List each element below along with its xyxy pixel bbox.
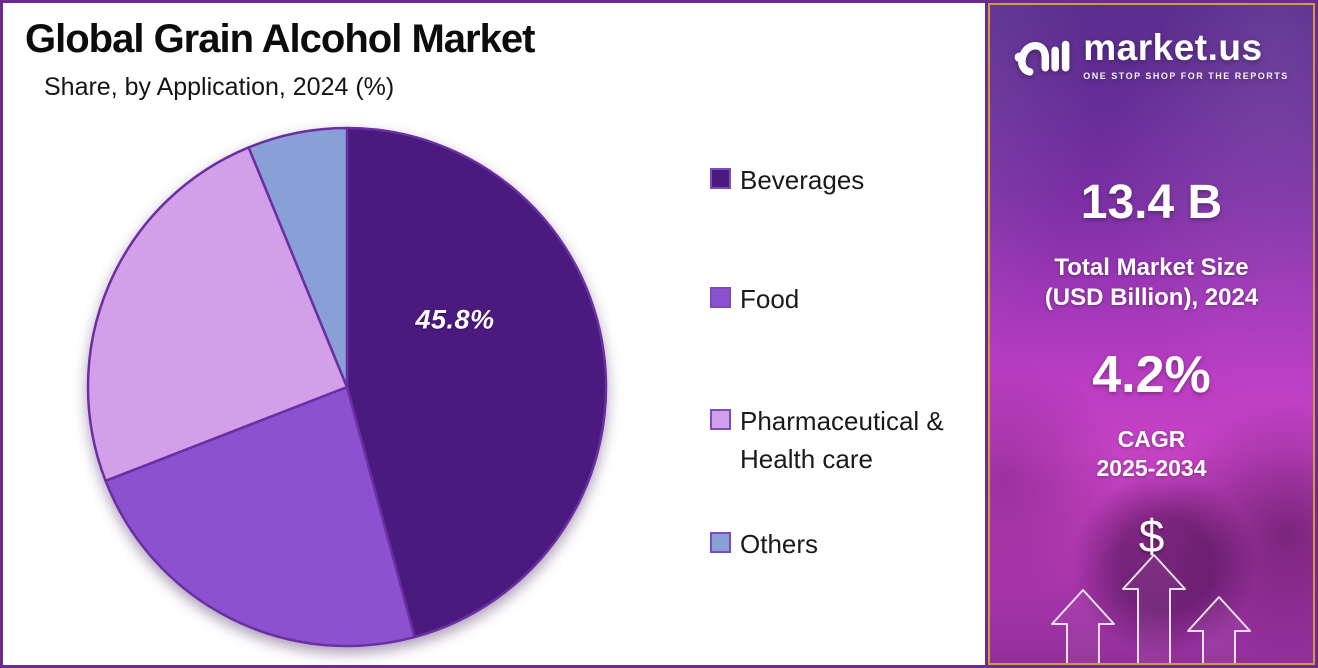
brand-name: market.us [1083, 27, 1263, 68]
legend-item-others: Others [710, 525, 818, 563]
market-size-label: Total Market Size (USD Billion), 2024 [990, 253, 1313, 313]
pie-slice-data-label: 45.8% [415, 304, 495, 335]
dollar-symbol: $ [1138, 510, 1165, 562]
marketus-logo-icon [1014, 40, 1070, 76]
pie-chart [86, 126, 608, 648]
chart-subtitle: Share, by Application, 2024 (%) [44, 73, 395, 101]
brand-tagline: ONE STOP SHOP FOR THE REPORTS [1083, 71, 1289, 81]
legend-swatch [710, 409, 731, 430]
market-size-value: 13.4 B [1080, 176, 1223, 229]
pie-slice-others [247, 126, 349, 389]
brand-text-block: market.us ONE STOP SHOP FOR THE REPORTS [1083, 29, 1289, 81]
market-size-label-line1: Total Market Size [1054, 254, 1249, 281]
legend-label: Beverages [740, 165, 865, 195]
legend-item-pharmaceutical-health-care: Pharmaceutical & Health care [710, 402, 970, 478]
brand-logo: market.us ONE STOP SHOP FOR THE REPORTS [990, 29, 1313, 81]
legend-item-beverages: Beverages [710, 161, 864, 199]
market-size-label-line2: (USD Billion), 2024 [1044, 284, 1259, 311]
pie-slice-beverages [345, 126, 608, 639]
growth-arrow-right [1187, 596, 1251, 663]
growth-arrows-icon [1051, 554, 1251, 663]
legend: Beverages Food Pharmaceutical & Health car… [710, 3, 970, 665]
legend-label: Others [740, 529, 819, 559]
legend-swatch [710, 287, 731, 308]
legend-swatch [710, 532, 731, 553]
cagr-label-line1: CAGR [1117, 426, 1186, 452]
legend-swatch [710, 168, 731, 189]
cagr-label: CAGR 2025-2034 [990, 425, 1313, 483]
growth-arrow-middle [1122, 554, 1186, 663]
legend-label: Pharmaceutical & Health care [740, 406, 944, 474]
legend-item-food: Food [710, 280, 799, 318]
cagr-label-line2: 2025-2034 [1096, 455, 1207, 481]
legend-label: Food [740, 284, 800, 314]
chart-title: Global Grain Alcohol Market [25, 17, 535, 61]
cagr-value: 4.2% [1092, 346, 1211, 404]
chart-panel: Global Grain Alcohol Market Share, by Ap… [3, 3, 988, 665]
brand-sidebar: market.us ONE STOP SHOP FOR THE REPORTS … [988, 3, 1315, 665]
growth-arrow-left [1051, 589, 1115, 663]
